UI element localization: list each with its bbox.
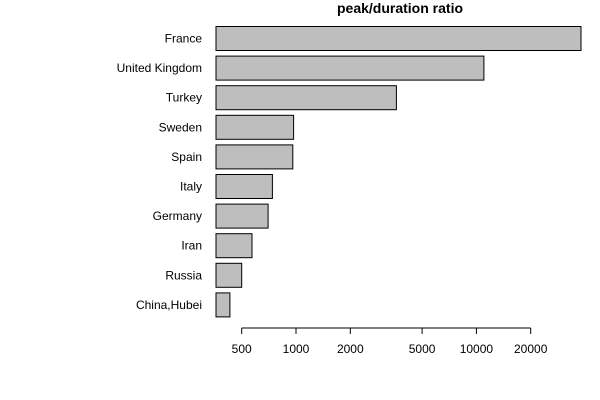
category-label: Iran [181,239,202,253]
bar-germany [215,203,269,229]
bar-spain [215,144,294,170]
bar-iran [215,233,253,259]
category-label: Italy [180,180,202,194]
bar-united-kingdom [215,55,485,81]
category-label: Turkey [166,91,202,105]
x-tick-label: 500 [232,342,252,356]
bar-china-hubei [215,292,231,318]
x-axis: 500 1000 2000 5000 10000 20000 [232,327,548,356]
bar-turkey [215,85,397,111]
x-tick-label: 2000 [337,342,364,356]
category-label: Germany [153,209,202,223]
x-tick-label: 5000 [409,342,436,356]
x-tick-label: 20000 [514,342,548,356]
bar-sweden [215,114,295,140]
category-labels: France United Kingdom Turkey Sweden Spain Ita… [117,32,203,312]
category-label: China,Hubei [136,298,202,312]
bar-russia [215,262,243,288]
category-label: United Kingdom [117,61,202,75]
chart-title: peak/duration ratio [337,0,463,16]
x-tick-label: 10000 [460,342,494,356]
x-tick-label: 1000 [283,342,310,356]
bars-group [215,26,582,318]
category-label: Spain [171,150,202,164]
category-label: France [165,32,203,46]
category-label: Sweden [159,120,202,134]
category-label: Russia [165,268,202,282]
bar-italy [215,174,273,199]
bar-france [215,26,582,51]
